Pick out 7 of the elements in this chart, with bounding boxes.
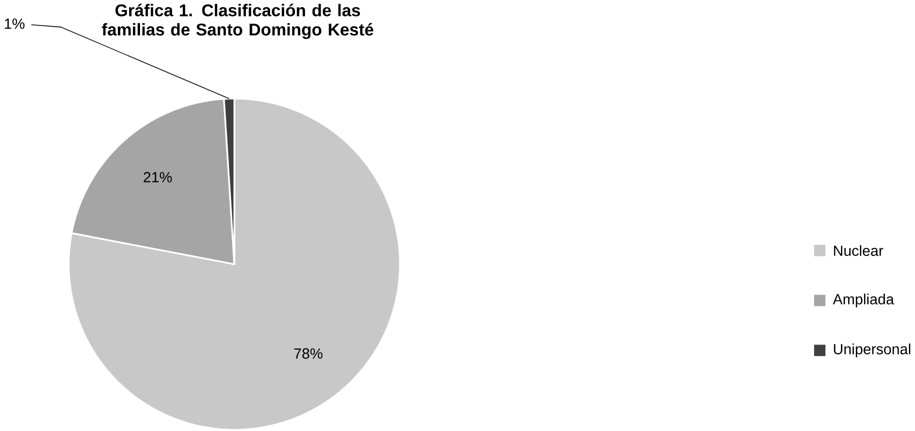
chart-title: Gráfica 1. Clasificación de las familias de Santo Domingo Kesté xyxy=(102,4,374,40)
legend-label: Nuclear xyxy=(834,245,884,256)
data-label: 1% xyxy=(4,18,24,29)
legend-label: Unipersonal xyxy=(834,344,910,358)
legend-label: Ampliada xyxy=(832,294,894,308)
data-label: 21% xyxy=(144,172,172,183)
data-label: 78% xyxy=(294,348,322,359)
